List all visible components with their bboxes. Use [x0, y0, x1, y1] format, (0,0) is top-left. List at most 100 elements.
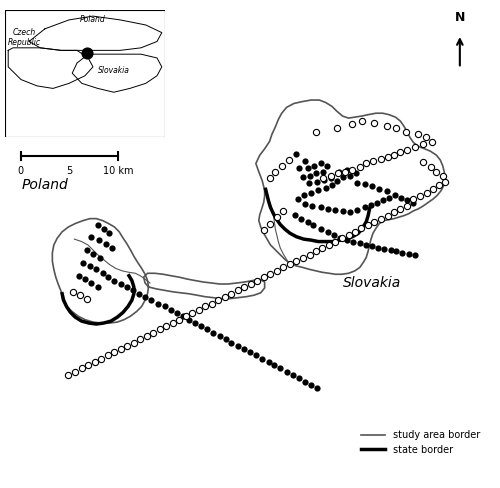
Point [358, 117, 366, 125]
Point [334, 169, 342, 177]
Point [273, 267, 281, 275]
Point [384, 212, 392, 220]
Point [403, 202, 411, 210]
Point [208, 300, 216, 307]
Point [304, 164, 312, 172]
Point [273, 213, 281, 221]
Point [72, 368, 80, 376]
Point [108, 244, 116, 252]
Point [368, 183, 376, 190]
Point [246, 348, 254, 356]
Point [314, 384, 322, 392]
Point [310, 162, 318, 170]
Point [276, 365, 284, 372]
Point [300, 157, 308, 165]
Point [182, 312, 190, 320]
Point [330, 231, 338, 239]
Point [410, 195, 418, 203]
Point [354, 206, 362, 214]
Point [141, 293, 149, 301]
Point [351, 228, 359, 236]
Point [154, 300, 162, 307]
Point [396, 148, 404, 156]
Point [403, 196, 411, 204]
Point [175, 316, 183, 324]
Point [270, 361, 278, 369]
Point [384, 153, 392, 161]
Point [419, 140, 427, 148]
Point [306, 251, 314, 259]
Point [222, 335, 230, 343]
Point [106, 229, 114, 237]
Point [402, 128, 410, 136]
Point [319, 174, 327, 182]
Point [332, 238, 340, 245]
Point [254, 277, 262, 285]
Point [338, 173, 346, 181]
Point [203, 325, 211, 333]
Point [342, 236, 350, 244]
Point [160, 303, 168, 310]
Point [298, 173, 306, 181]
Point [291, 211, 299, 219]
Point [84, 361, 92, 369]
Point [148, 296, 156, 304]
Text: Poland: Poland [80, 16, 106, 24]
Point [228, 290, 235, 298]
Point [324, 228, 332, 236]
Point [100, 225, 108, 233]
Point [324, 205, 332, 213]
Point [370, 119, 378, 127]
Text: 0: 0 [18, 166, 24, 176]
Point [307, 381, 315, 388]
Point [328, 182, 336, 189]
Point [89, 250, 97, 258]
Point [346, 172, 354, 180]
Point [382, 122, 390, 130]
Point [306, 172, 314, 180]
Point [210, 329, 218, 337]
Point [300, 191, 308, 199]
Text: Slovakia: Slovakia [98, 66, 130, 75]
Point [123, 342, 131, 349]
Point [216, 332, 224, 340]
Point [411, 143, 419, 151]
Point [260, 273, 268, 281]
Point [358, 224, 366, 232]
Point [307, 189, 315, 197]
Point [285, 156, 293, 164]
Point [86, 262, 94, 270]
Point [98, 269, 106, 277]
Point [356, 239, 364, 247]
Point [338, 207, 346, 215]
Point [390, 151, 398, 159]
Point [333, 124, 341, 132]
Point [320, 176, 328, 183]
Point [322, 184, 330, 192]
Point [258, 355, 266, 363]
Point [308, 202, 316, 210]
Point [346, 208, 354, 216]
Point [282, 368, 290, 376]
Point [264, 358, 272, 366]
Point [201, 303, 209, 310]
Point [188, 309, 196, 317]
Point [377, 215, 385, 223]
Point [91, 358, 99, 366]
Point [356, 163, 364, 171]
Point [362, 160, 370, 167]
Point [286, 261, 294, 268]
Point [150, 329, 158, 337]
Point [341, 168, 349, 176]
Point [432, 168, 440, 176]
Point [136, 335, 144, 343]
Point [404, 250, 412, 258]
Point [325, 241, 333, 249]
Point [94, 222, 102, 229]
Point [360, 181, 368, 188]
Point [94, 236, 102, 244]
Point [441, 178, 449, 185]
Point [234, 342, 242, 349]
Point [169, 319, 177, 327]
Point [97, 355, 105, 363]
